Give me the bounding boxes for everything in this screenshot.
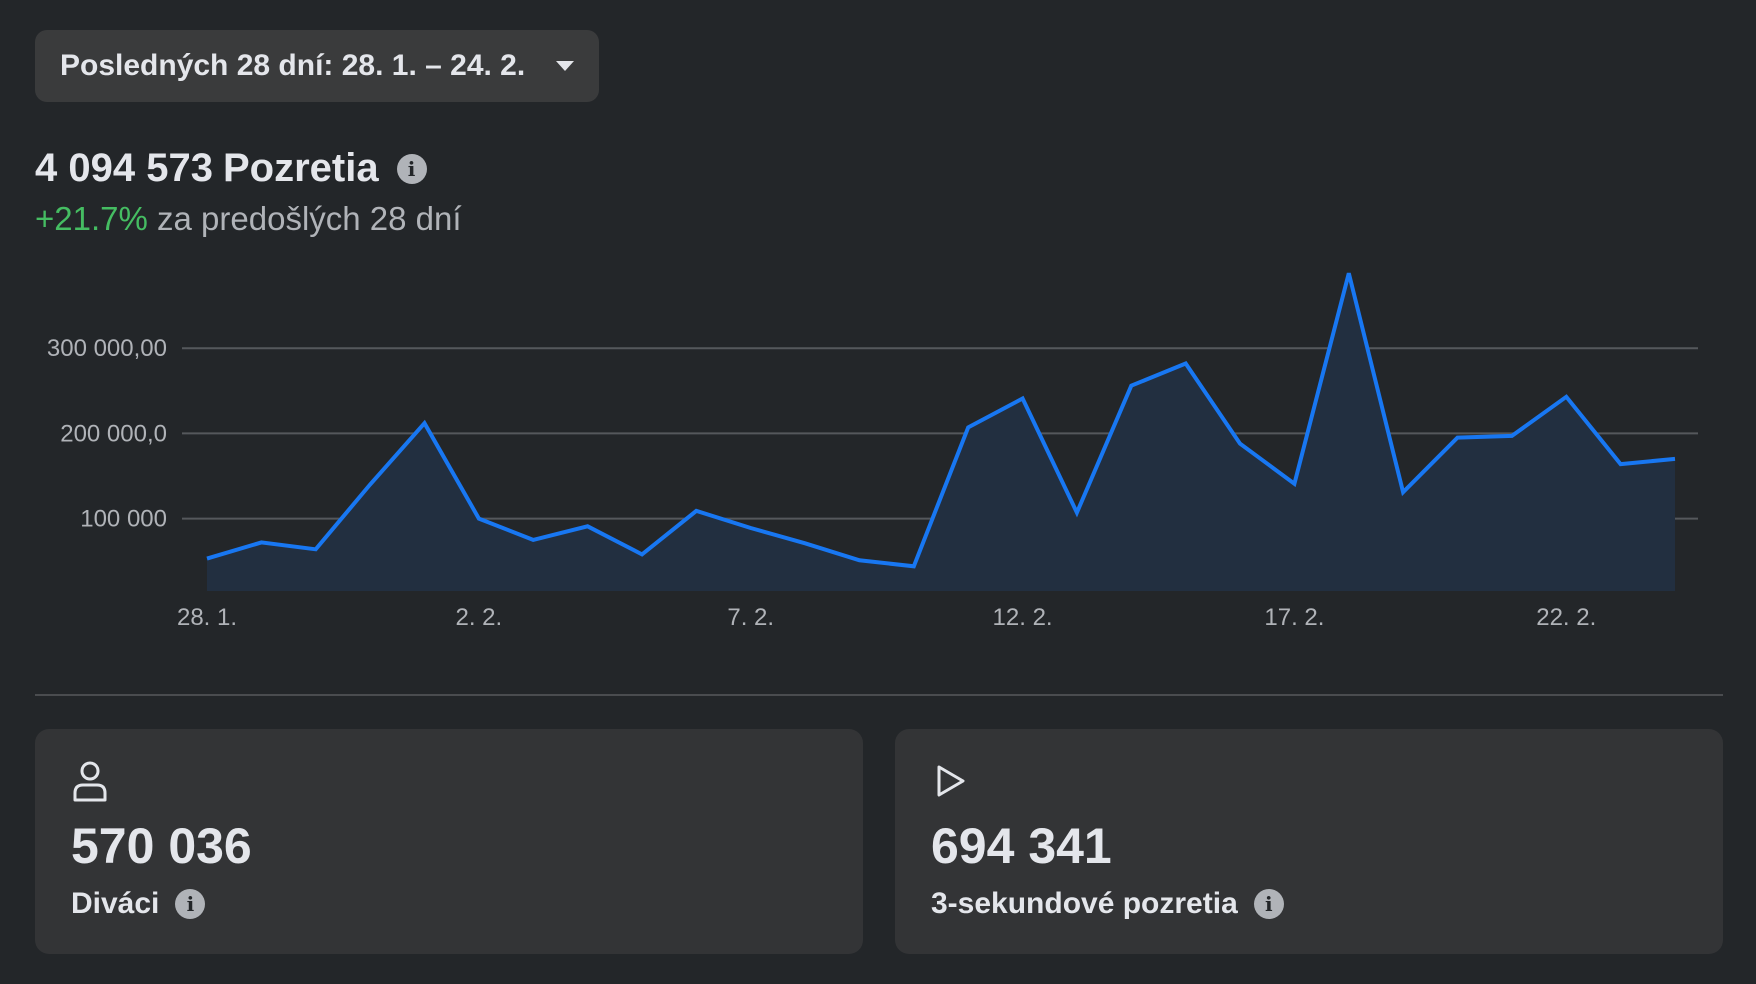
data-point[interactable] (686, 501, 706, 521)
comparison-line: +21.7% za predošlých 28 dní (35, 200, 462, 238)
data-point[interactable] (414, 413, 434, 433)
views-series-line (206, 272, 1676, 569)
data-point[interactable] (469, 509, 489, 529)
data-point[interactable] (741, 518, 761, 538)
data-point[interactable] (1665, 449, 1685, 469)
divider (35, 694, 1723, 696)
chevron-down-icon (556, 61, 574, 71)
data-point[interactable] (1556, 387, 1576, 407)
total-views-value: 4 094 573 (35, 146, 213, 190)
viewers-value: 570 036 (71, 818, 252, 874)
three-second-views-card: 694 341 3-sekundové pozretia i (895, 729, 1723, 954)
data-point[interactable] (306, 539, 326, 559)
views-chart: 100 000 200 000,0 300 000,00 28. 1. 2. 2. 7. … (47, 263, 1698, 631)
x-tick-label: 7. 2. (727, 604, 774, 631)
data-point[interactable] (1176, 354, 1196, 374)
data-point[interactable] (1230, 434, 1250, 454)
data-point[interactable] (1284, 474, 1304, 494)
data-point[interactable] (849, 550, 869, 570)
headline: 4 094 573 Pozretia i (35, 146, 427, 191)
play-icon (931, 759, 1687, 803)
data-point[interactable] (632, 544, 652, 564)
person-icon (71, 759, 827, 803)
change-text: za predošlých 28 dní (157, 200, 462, 237)
x-tick-label: 12. 2. (993, 604, 1053, 631)
data-point[interactable] (1121, 376, 1141, 396)
data-point[interactable] (360, 475, 380, 495)
data-point[interactable] (251, 532, 271, 552)
data-point[interactable] (1067, 503, 1087, 523)
data-point[interactable] (795, 533, 815, 553)
data-point[interactable] (904, 556, 924, 576)
x-tick-label: 2. 2. (456, 604, 503, 631)
views-area (207, 273, 1675, 591)
data-point[interactable] (1339, 263, 1359, 283)
date-range-label: Posledných 28 dní: 28. 1. – 24. 2. (60, 49, 526, 82)
viewers-card: 570 036 Diváci i (35, 729, 863, 954)
data-point[interactable] (1448, 428, 1468, 448)
y-tick-label: 200 000,0 (60, 420, 167, 447)
x-tick-label: 22. 2. (1536, 604, 1596, 631)
y-tick-label: 300 000,00 (47, 335, 167, 362)
data-point[interactable] (1502, 426, 1522, 446)
date-range-dropdown[interactable]: Posledných 28 dní: 28. 1. – 24. 2. (35, 30, 599, 102)
y-tick-label: 100 000 (80, 506, 167, 533)
data-point[interactable] (523, 530, 543, 550)
x-tick-label: 28. 1. (177, 604, 237, 631)
data-point[interactable] (1611, 454, 1631, 474)
change-percent: +21.7% (35, 200, 148, 237)
viewers-label: Diváci (71, 887, 160, 920)
data-point[interactable] (1013, 388, 1033, 408)
three-second-views-value: 694 341 (931, 818, 1112, 874)
info-icon[interactable]: i (175, 889, 206, 919)
info-icon[interactable]: i (396, 153, 427, 184)
info-icon[interactable]: i (1253, 889, 1284, 919)
data-point[interactable] (197, 549, 217, 569)
data-point[interactable] (958, 417, 978, 437)
total-views-label: Pozretia (222, 146, 379, 190)
data-point[interactable] (1393, 482, 1413, 502)
data-point[interactable] (578, 516, 598, 536)
x-tick-label: 17. 2. (1264, 604, 1324, 631)
three-second-views-label: 3-sekundové pozretia (931, 887, 1238, 920)
